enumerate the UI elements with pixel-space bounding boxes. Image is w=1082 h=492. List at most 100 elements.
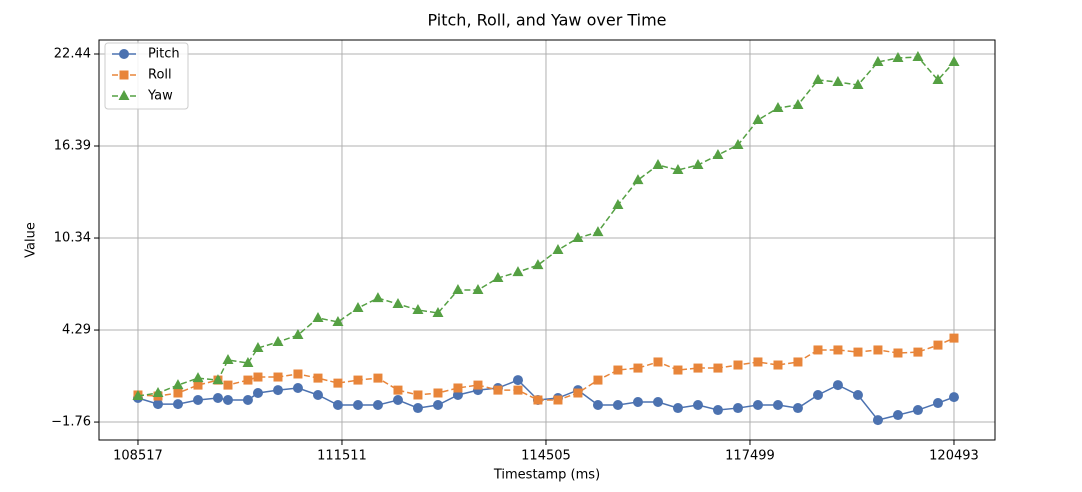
marker	[912, 405, 923, 416]
marker	[872, 56, 884, 67]
marker	[652, 396, 663, 407]
marker	[119, 49, 129, 59]
marker	[332, 315, 344, 326]
marker	[223, 380, 233, 390]
marker	[119, 70, 129, 80]
x-tick-label: 111511	[317, 449, 367, 464]
marker	[753, 357, 763, 367]
marker	[612, 400, 623, 411]
marker	[312, 389, 323, 400]
marker	[333, 378, 343, 388]
marker	[692, 159, 704, 170]
marker	[173, 388, 183, 398]
marker	[792, 98, 804, 109]
marker	[193, 380, 203, 390]
marker	[949, 333, 959, 343]
x-tick-label: 117499	[725, 449, 775, 464]
marker	[772, 101, 784, 112]
legend-label: Pitch	[148, 47, 180, 62]
marker	[532, 259, 544, 270]
marker	[893, 348, 903, 358]
marker	[873, 345, 883, 355]
marker	[512, 266, 524, 277]
marker	[312, 312, 324, 323]
marker	[573, 388, 583, 398]
marker	[792, 403, 803, 414]
marker	[832, 75, 844, 86]
marker	[812, 389, 823, 400]
marker	[913, 347, 923, 357]
marker	[633, 363, 643, 373]
legend-label: Yaw	[147, 89, 173, 104]
marker	[948, 56, 960, 67]
marker	[212, 374, 224, 385]
legend-label: Roll	[148, 68, 172, 83]
marker	[732, 403, 743, 414]
marker	[732, 138, 744, 149]
marker	[293, 369, 303, 379]
marker	[912, 51, 924, 62]
marker	[852, 79, 864, 90]
y-tick-label: 22.44	[54, 46, 91, 61]
marker	[412, 403, 423, 414]
marker	[933, 340, 943, 350]
marker	[632, 396, 643, 407]
marker	[172, 379, 184, 390]
marker	[552, 244, 564, 255]
marker	[672, 403, 683, 414]
legend-box	[104, 42, 189, 110]
marker	[242, 395, 253, 405]
marker	[432, 400, 443, 411]
marker	[242, 357, 254, 368]
marker	[192, 372, 204, 383]
marker	[493, 385, 503, 395]
marker	[132, 390, 144, 401]
legend: Pitch Roll Yaw	[104, 42, 189, 110]
marker	[372, 292, 384, 303]
marker	[752, 400, 763, 411]
marker	[592, 400, 603, 411]
marker	[473, 380, 483, 390]
marker	[832, 380, 843, 391]
marker	[712, 148, 724, 159]
marker	[243, 375, 253, 385]
y-tick-label: 10.34	[54, 231, 91, 246]
marker	[852, 389, 863, 400]
marker	[272, 385, 283, 396]
marker	[253, 372, 263, 382]
marker	[193, 395, 204, 405]
marker	[372, 400, 383, 411]
marker	[772, 400, 783, 411]
marker	[813, 345, 823, 355]
marker	[652, 159, 664, 170]
marker	[692, 400, 703, 411]
marker	[653, 357, 663, 367]
marker	[533, 395, 543, 405]
marker	[572, 232, 584, 243]
marker	[152, 387, 164, 398]
marker	[292, 382, 303, 393]
marker	[892, 51, 904, 62]
marker	[413, 390, 423, 400]
marker	[752, 114, 764, 124]
marker	[693, 363, 703, 373]
marker	[332, 400, 343, 411]
marker	[612, 199, 624, 210]
marker	[392, 395, 403, 405]
marker	[352, 400, 363, 411]
y-tick-label: 4.29	[62, 323, 91, 338]
marker	[313, 373, 323, 383]
marker	[392, 298, 404, 309]
x-tick-label: 108517	[113, 449, 163, 464]
x-tick-label: 120493	[929, 449, 979, 464]
marker	[793, 357, 803, 367]
marker	[453, 383, 463, 393]
marker	[773, 360, 783, 370]
marker	[412, 303, 424, 314]
y-axis-label: Value	[24, 222, 39, 258]
marker	[222, 395, 233, 405]
y-tick-label: 16.39	[54, 139, 91, 154]
marker	[932, 74, 944, 84]
